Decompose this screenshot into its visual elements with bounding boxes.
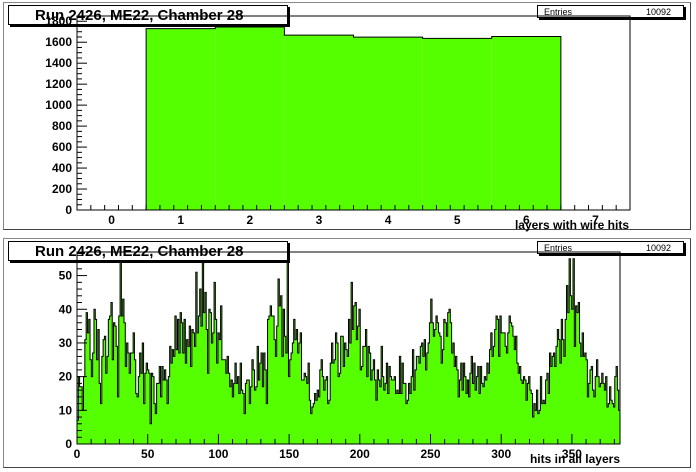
x-tick-label: 0: [74, 447, 81, 461]
stats-box: Entries 10092: [537, 241, 684, 254]
x-tick-label: 150: [279, 447, 299, 461]
stats-entries-label: Entries: [544, 7, 573, 17]
y-tick-label: 30: [59, 336, 73, 350]
stats-box: Entries 10092: [537, 5, 684, 18]
histogram-bar: [491, 36, 561, 210]
y-tick-label: 1600: [45, 35, 72, 49]
histogram-outline: [145, 26, 562, 210]
x-tick-label: 2: [246, 213, 253, 227]
y-tick-label: 800: [52, 119, 72, 133]
histogram-outline: [76, 258, 621, 444]
y-tick-label: 1800: [45, 14, 72, 28]
stats-entries-label: Entries: [544, 243, 573, 253]
x-tick-label: 200: [350, 447, 370, 461]
x-tick-label: 5: [454, 213, 461, 227]
x-tick-label: 6: [523, 213, 530, 227]
y-tick-label: 600: [52, 140, 72, 154]
y-tick-label: 1000: [45, 98, 72, 112]
y-tick-label: 40: [59, 302, 73, 316]
x-tick-label: 250: [421, 447, 441, 461]
x-tick-label: 300: [491, 447, 511, 461]
y-tick-label: 0: [65, 437, 72, 451]
plot-frame: [76, 251, 621, 445]
y-tick-label: 1200: [45, 77, 72, 91]
histogram-bar: [422, 38, 492, 211]
histogram-bar: [353, 37, 423, 210]
histogram-bar: [146, 28, 216, 210]
y-tick-label: 400: [52, 161, 72, 175]
stats-entries-value: 10092: [645, 7, 671, 17]
histogram-pad-layers: Run 2426, ME22, Chamber 28 Entries 10092…: [3, 2, 691, 232]
x-axis-title: layers with wire hits: [515, 218, 629, 232]
y-tick-label: 1400: [45, 56, 72, 70]
y-tick-label: 50: [59, 269, 73, 283]
y-tick-label: 0: [65, 203, 72, 217]
x-tick-label: 350: [562, 447, 582, 461]
x-axis-title: hits in all layers: [530, 452, 620, 466]
y-tick-label: 20: [59, 370, 73, 384]
histogram-pad-hits: Run 2426, ME22, Chamber 28 Entries 10092…: [3, 238, 691, 468]
x-tick-label: 0: [108, 213, 115, 227]
x-tick-label: 100: [208, 447, 228, 461]
y-tick-label: 200: [52, 182, 72, 196]
x-tick-label: 50: [141, 447, 155, 461]
x-tick-label: 1: [177, 213, 184, 227]
stats-entries-value: 10092: [645, 243, 671, 253]
x-tick-label: 4: [385, 213, 392, 227]
histogram-bar: [284, 35, 354, 211]
x-tick-label: 3: [316, 213, 323, 227]
layers-histogram-plot: 0 200 400 600 800 1000 1200 1400 1600 1800 0 1 2 3 4 5 6…: [45, 14, 631, 232]
histogram-bar: [215, 27, 285, 211]
y-tick-label: 10: [59, 403, 73, 417]
x-tick-label: 7: [592, 213, 599, 227]
